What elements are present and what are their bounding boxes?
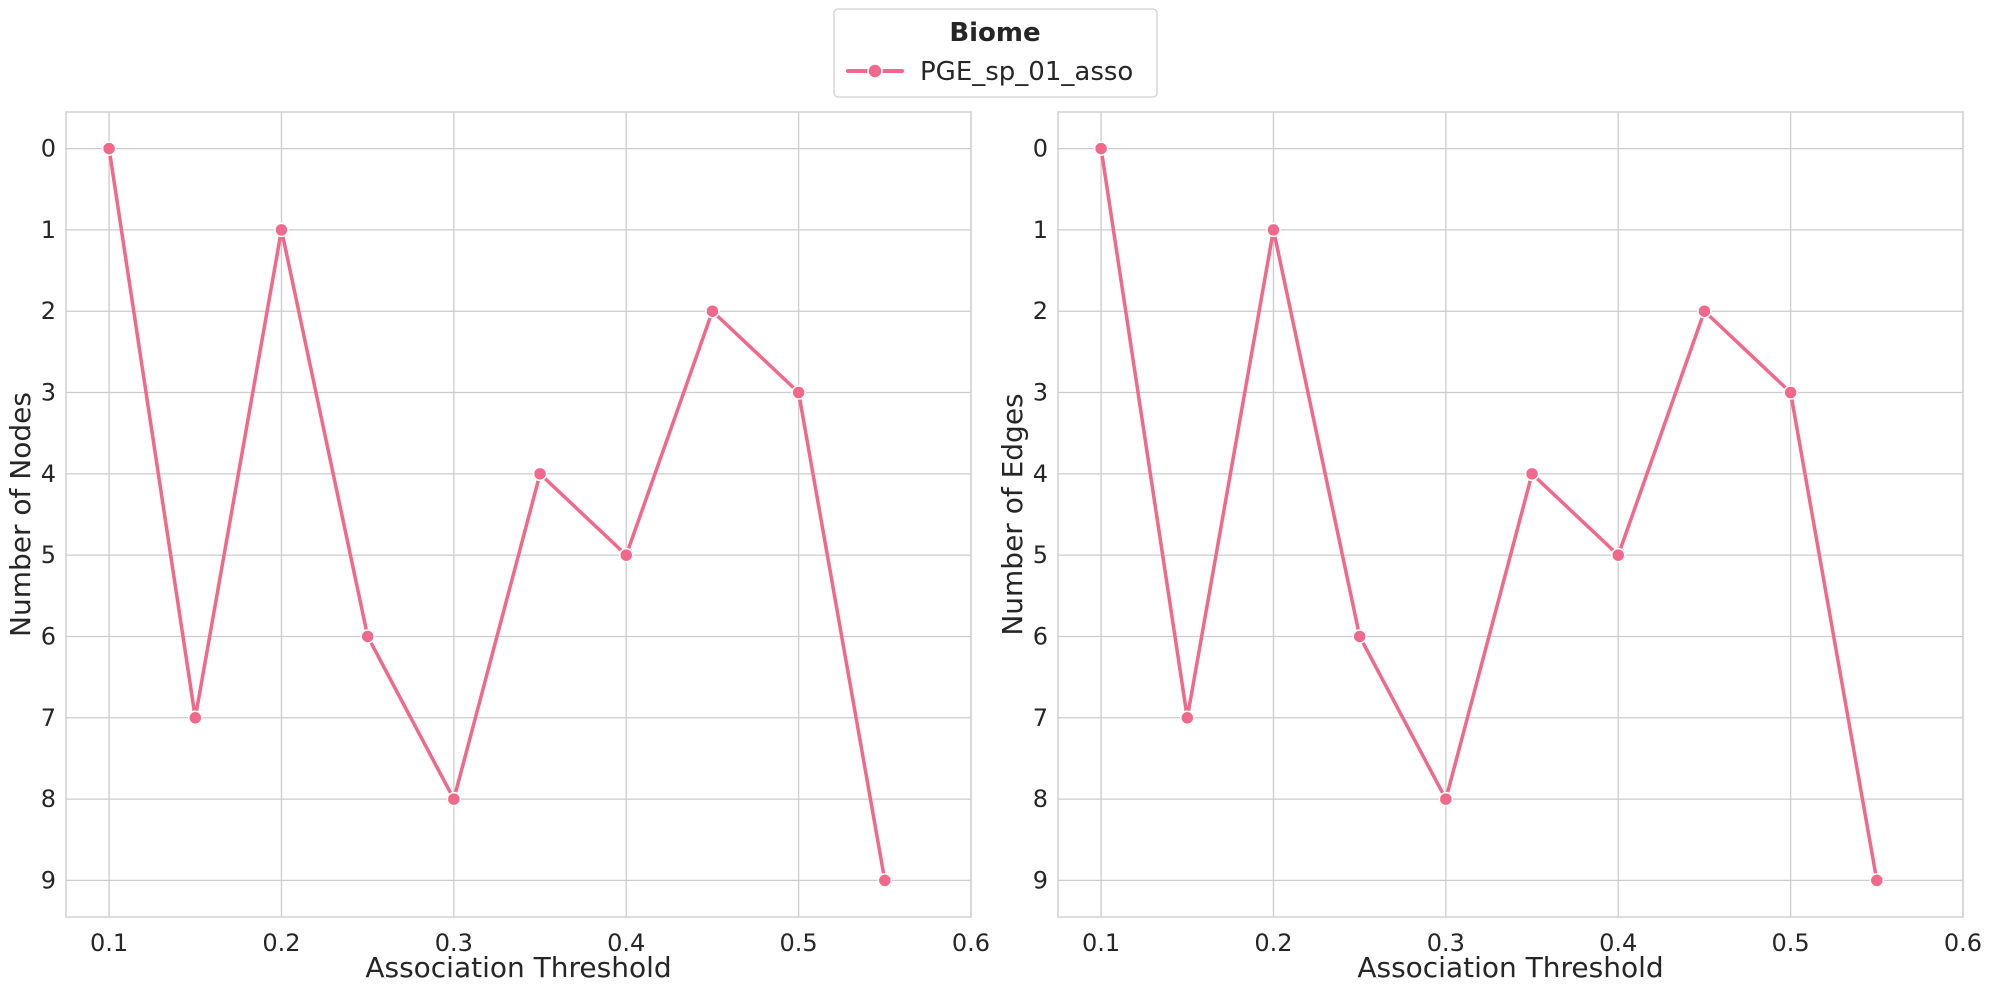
series-line — [107, 146, 887, 883]
legend: Biome PGE_sp_01_asso — [833, 8, 1158, 98]
legend-title: Biome — [949, 18, 1040, 48]
y-tick-label: 4 — [1033, 460, 1048, 488]
y-tick-label: 9 — [41, 866, 56, 894]
x-tick-label: 0.4 — [607, 929, 645, 957]
data-point — [446, 791, 462, 807]
gridlines — [1058, 112, 1964, 917]
x-tick-label: 0.5 — [780, 929, 818, 957]
x-tick-label: 0.1 — [90, 929, 128, 957]
tick-labels: 0.1 0.2 0.3 0.4 0.5 0.6 0 1 2 3 4 5 6 7 8 9 — [41, 135, 990, 957]
data-point — [791, 385, 806, 400]
y-tick-label: 7 — [41, 704, 56, 732]
y-tick-label: 1 — [1033, 216, 1048, 244]
axes-frame — [65, 111, 972, 918]
series-line — [1099, 146, 1879, 883]
y-tick-label: 3 — [1033, 379, 1048, 407]
y-tick-label: 8 — [41, 785, 56, 813]
data-point — [705, 303, 720, 319]
y-tick-label: 6 — [41, 622, 56, 650]
gridlines — [66, 112, 972, 917]
axes-frame — [1057, 111, 1964, 918]
data-point — [1524, 466, 1540, 482]
x-tick-label: 0.4 — [1599, 929, 1637, 957]
y-tick-label: 2 — [41, 297, 56, 325]
x-tick-label: 0.6 — [1944, 929, 1982, 957]
y-tick-label: 0 — [41, 135, 56, 163]
data-point — [1352, 629, 1367, 644]
y-tick-label: 0 — [1033, 135, 1048, 163]
data-point — [532, 466, 548, 482]
tick-labels: 0.1 0.2 0.3 0.4 0.5 0.6 0 1 2 3 4 5 6 7 8 9 — [1033, 135, 1982, 957]
data-point — [618, 547, 634, 563]
chart-panel-nodes: 0.1 0.2 0.3 0.4 0.5 0.6 0 1 2 3 4 5 6 7 8 9 Association… — [4, 111, 990, 984]
data-point — [1266, 222, 1281, 238]
data-point — [360, 629, 375, 644]
data-layer — [101, 141, 893, 888]
legend-frame — [833, 8, 1158, 98]
y-tick-label: 1 — [41, 216, 56, 244]
legend-marker-swatch — [867, 63, 883, 79]
data-point — [188, 710, 203, 726]
x-tick-label: 0.2 — [262, 929, 300, 957]
x-tick-label: 0.6 — [952, 929, 990, 957]
data-point — [1438, 791, 1454, 807]
data-point — [1783, 385, 1798, 400]
y-tick-label: 4 — [41, 460, 56, 488]
data-point — [1697, 303, 1712, 319]
y-tick-label: 5 — [1033, 541, 1048, 569]
x-tick-label: 0.1 — [1082, 929, 1120, 957]
x-tick-label: 0.3 — [435, 929, 473, 957]
data-point — [1869, 873, 1885, 888]
data-point — [101, 141, 117, 156]
y-axis-label: Number of Edges — [996, 393, 1029, 635]
y-tick-label: 7 — [1033, 704, 1048, 732]
chart-panel-edges: 0.1 0.2 0.3 0.4 0.5 0.6 0 1 2 3 4 5 6 7 8 9 Association… — [996, 111, 1982, 984]
y-tick-label: 9 — [1033, 866, 1048, 894]
x-tick-label: 0.5 — [1772, 929, 1810, 957]
data-point — [274, 222, 289, 238]
data-point — [1180, 710, 1195, 726]
data-layer — [1093, 141, 1885, 888]
y-tick-label: 8 — [1033, 785, 1048, 813]
data-point — [877, 873, 893, 888]
y-tick-label: 6 — [1033, 622, 1048, 650]
x-tick-label: 0.3 — [1427, 929, 1465, 957]
legend-entry-label: PGE_sp_01_asso — [920, 57, 1133, 87]
data-point — [1610, 547, 1626, 563]
data-point — [1093, 141, 1109, 156]
y-tick-label: 3 — [41, 379, 56, 407]
y-tick-label: 5 — [41, 541, 56, 569]
y-tick-label: 2 — [1033, 297, 1048, 325]
x-axis-label: Association Threshold — [1357, 951, 1663, 984]
x-axis-label: Association Threshold — [365, 951, 671, 984]
y-axis-label: Number of Nodes — [4, 392, 37, 637]
x-tick-label: 0.2 — [1254, 929, 1292, 957]
